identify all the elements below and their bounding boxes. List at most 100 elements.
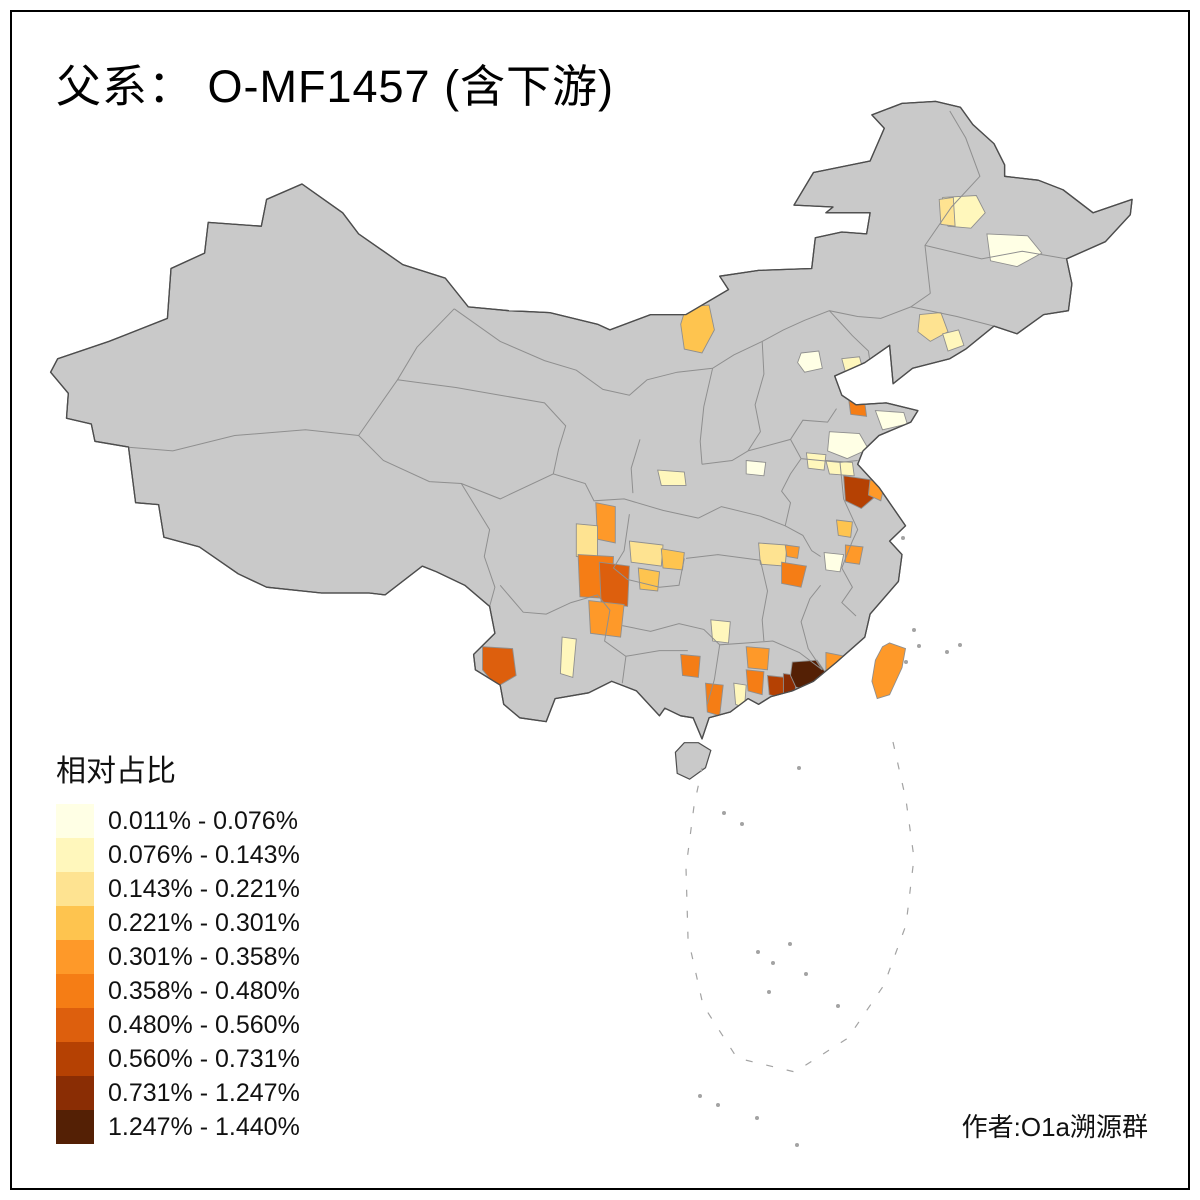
province-border-line <box>499 584 627 684</box>
legend-color-swatch <box>56 940 94 974</box>
region-guangdong-qingyuan <box>745 646 770 671</box>
region-liaoning-dandong <box>942 329 965 352</box>
legend-range-label: 0.076% - 0.143% <box>108 840 300 869</box>
legend-range-label: 0.301% - 0.358% <box>108 942 300 971</box>
legend-range-label: 0.221% - 0.301% <box>108 908 300 937</box>
south-china-sea-dash-line <box>685 741 915 1073</box>
legend-color-swatch <box>56 1110 94 1144</box>
legend-color-swatch <box>56 906 94 940</box>
islet-dot <box>740 822 744 826</box>
region-hubei-huanggang <box>784 544 800 559</box>
legend-row: 0.076% - 0.143% <box>56 838 300 872</box>
province-border-line <box>124 429 359 452</box>
islet-dot <box>945 650 949 654</box>
legend-range-label: 0.358% - 0.480% <box>108 976 300 1005</box>
hainan-island <box>674 742 712 780</box>
legend-title: 相对占比 <box>56 755 176 788</box>
islet-dot <box>767 990 771 994</box>
province-border-line <box>685 554 761 561</box>
legend-range-label: 1.247% - 1.440% <box>108 1112 300 1141</box>
islet-dot <box>698 1094 702 1098</box>
region-anhui-huangshan <box>844 544 864 565</box>
islet-dot <box>716 1103 720 1107</box>
islet-dot <box>755 1116 759 1120</box>
region-henan-east <box>805 452 827 471</box>
legend-color-swatch <box>56 872 94 906</box>
region-hunan-south <box>710 619 731 644</box>
legend-color-swatch <box>56 838 94 872</box>
region-yunnan-zhaotong <box>588 600 625 638</box>
region-sichuan-luzhou <box>598 561 630 607</box>
legend-row: 0.221% - 0.301% <box>56 906 300 940</box>
province-border-line <box>790 439 858 463</box>
province-border-line <box>706 644 721 705</box>
legend-color-swatch <box>56 1042 94 1076</box>
islet-dot <box>756 950 760 954</box>
legend-color-swatch <box>56 804 94 838</box>
coastline-outline <box>49 100 1133 740</box>
legend-row: 0.480% - 0.560% <box>56 1008 300 1042</box>
legend-range-label: 0.143% - 0.221% <box>108 874 300 903</box>
region-shandong-weifang <box>848 400 868 417</box>
region-beijing <box>797 350 823 373</box>
islet-dot <box>788 942 792 946</box>
province-border-line <box>612 514 685 588</box>
legend-row: 0.358% - 0.480% <box>56 974 300 1008</box>
region-anhui-wuhu <box>835 519 853 538</box>
province-border-line <box>461 473 699 519</box>
islet-dot <box>917 644 921 648</box>
region-jiangsu-central <box>843 475 878 510</box>
region-chongqing-west <box>628 540 664 567</box>
province-border-line <box>841 540 857 617</box>
legend-row: 1.247% - 1.440% <box>56 1110 300 1144</box>
region-neimenggu-baotou <box>680 304 715 354</box>
province-border-line <box>625 650 688 657</box>
region-guangxi-central <box>680 653 701 678</box>
province-border-line <box>747 408 837 452</box>
legend-rows: 0.011% - 0.076% 0.076% - 0.143% 0.143% - 0… <box>56 804 300 1144</box>
province-border-line <box>699 368 714 465</box>
legend-row: 0.560% - 0.731% <box>56 1042 300 1076</box>
province-border-line <box>759 560 769 642</box>
province-border-line <box>358 435 496 607</box>
region-guangdong-guangzhou <box>745 669 765 696</box>
legend-range-label: 0.480% - 0.560% <box>108 1010 300 1039</box>
legend-row: 0.143% - 0.221% <box>56 872 300 906</box>
region-henan-central <box>745 460 767 477</box>
author-credit: 作者:O1a溯源群 <box>961 1112 1148 1142</box>
province-border-line <box>630 439 641 494</box>
province-border-line <box>358 308 455 436</box>
islet-dot <box>904 660 908 664</box>
province-border-line <box>829 310 871 363</box>
region-sichuan-nanchong <box>595 502 616 544</box>
region-taiwan <box>871 642 907 700</box>
islet-dot <box>797 766 801 770</box>
region-heilongjiang-harbin <box>986 233 1043 268</box>
province-border-line <box>747 341 765 452</box>
region-sichuan-chengdu <box>575 523 598 559</box>
province-border-line <box>924 110 981 294</box>
islet-dot <box>771 961 775 965</box>
legend-color-swatch <box>56 974 94 1008</box>
province-border-line <box>397 379 567 475</box>
legend-color-swatch <box>56 1076 94 1110</box>
region-yunnan-lincang <box>482 646 517 688</box>
region-anhui-south-pale <box>823 552 845 573</box>
legend-color-swatch <box>56 1008 94 1042</box>
province-border-line <box>924 244 1067 260</box>
legend-range-label: 0.011% - 0.076% <box>108 806 298 835</box>
province-border-line <box>839 462 859 542</box>
region-jiangxi-north <box>781 561 807 588</box>
legend-row: 0.301% - 0.358% <box>56 940 300 974</box>
islet-dot <box>722 811 726 815</box>
province-border-line <box>910 306 995 327</box>
province-border-line <box>453 292 931 396</box>
province-border-line <box>781 458 802 526</box>
legend-range-label: 0.560% - 0.731% <box>108 1044 300 1073</box>
legend-range-label: 0.731% - 1.247% <box>108 1078 300 1107</box>
region-hubei-enshi <box>660 548 685 571</box>
legend: 相对占比 0.011% - 0.076% 0.076% - 0.143% 0.143… <box>56 746 300 1144</box>
legend-row: 0.011% - 0.076% <box>56 804 300 838</box>
